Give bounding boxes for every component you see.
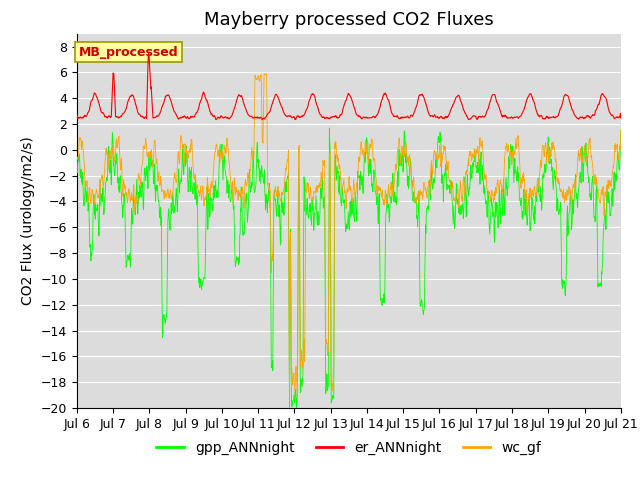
Y-axis label: CO2 Flux (urology/m2/s): CO2 Flux (urology/m2/s) [21,136,35,305]
Text: MB_processed: MB_processed [79,46,178,59]
Legend: gpp_ANNnight, er_ANNnight, wc_gf: gpp_ANNnight, er_ANNnight, wc_gf [150,436,547,461]
Title: Mayberry processed CO2 Fluxes: Mayberry processed CO2 Fluxes [204,11,493,29]
